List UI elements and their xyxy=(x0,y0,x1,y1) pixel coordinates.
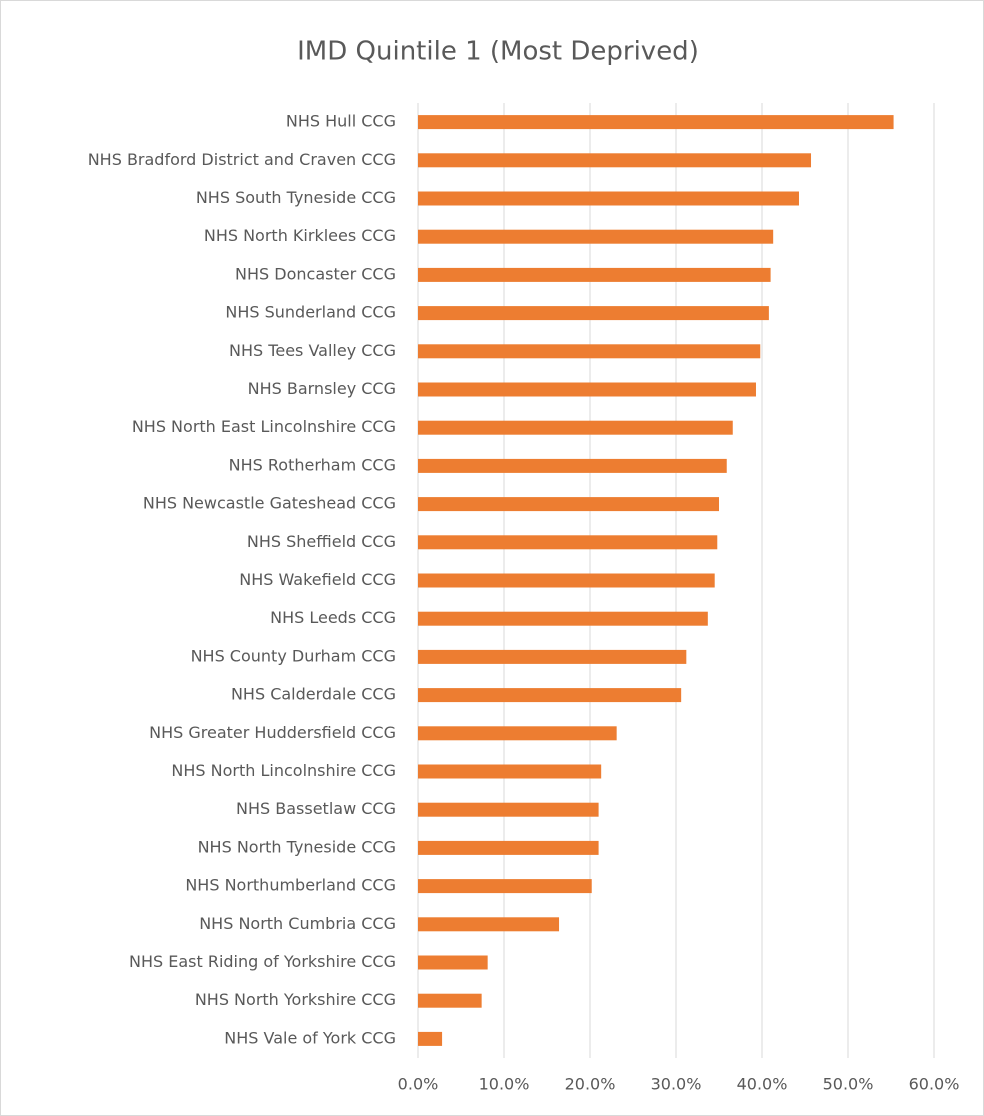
bar xyxy=(418,764,602,779)
x-tick-label: 60.0% xyxy=(909,1075,960,1094)
y-tick-label: NHS Tees Valley CCG xyxy=(229,341,396,360)
bar xyxy=(418,802,599,817)
chart-title: IMD Quintile 1 (Most Deprived) xyxy=(297,37,699,67)
x-tick-label: 30.0% xyxy=(651,1075,702,1094)
y-tick-label: NHS Hull CCG xyxy=(286,112,396,131)
bar xyxy=(418,688,682,703)
y-tick-label: NHS North Lincolnshire CCG xyxy=(171,761,396,780)
y-tick-label: NHS North Yorkshire CCG xyxy=(195,990,396,1009)
bar xyxy=(418,420,733,435)
y-tick-label: NHS North East Lincolnshire CCG xyxy=(132,417,396,436)
y-tick-label: NHS County Durham CCG xyxy=(191,646,396,665)
y-tick-label: NHS East Riding of Yorkshire CCG xyxy=(129,952,396,971)
y-tick-label: NHS Leeds CCG xyxy=(270,608,396,627)
bar xyxy=(418,115,894,130)
bar xyxy=(418,993,482,1008)
y-tick-label: NHS Barnsley CCG xyxy=(248,379,396,398)
y-tick-label: NHS Vale of York CCG xyxy=(224,1028,396,1047)
y-tick-label: NHS Sheffield CCG xyxy=(247,532,396,551)
bar xyxy=(418,344,761,359)
y-tick-label: NHS Northumberland CCG xyxy=(185,876,396,895)
y-tick-label: NHS Wakefield CCG xyxy=(239,570,396,589)
x-tick-label: 10.0% xyxy=(479,1075,530,1094)
bar xyxy=(418,458,727,473)
bar xyxy=(418,649,687,664)
bar xyxy=(418,955,488,970)
y-tick-label: NHS North Cumbria CCG xyxy=(199,914,396,933)
bar xyxy=(418,535,718,550)
x-tick-label: 0.0% xyxy=(398,1075,439,1094)
y-tick-label: NHS Newcastle Gateshead CCG xyxy=(143,494,396,513)
y-tick-label: NHS Rotherham CCG xyxy=(229,455,396,474)
x-tick-label: 50.0% xyxy=(823,1075,874,1094)
bar xyxy=(418,1031,443,1046)
y-tick-label: NHS Bradford District and Craven CCG xyxy=(88,150,396,169)
y-tick-label: NHS Greater Huddersfield CCG xyxy=(149,723,396,742)
bar xyxy=(418,229,774,244)
x-tick-label: 20.0% xyxy=(565,1075,616,1094)
y-tick-label: NHS North Kirklees CCG xyxy=(204,226,396,245)
y-tick-label: NHS South Tyneside CCG xyxy=(196,188,396,207)
bar xyxy=(418,879,592,894)
y-tick-label: NHS Bassetlaw CCG xyxy=(236,799,396,818)
bar xyxy=(418,153,812,168)
y-tick-label: NHS Doncaster CCG xyxy=(235,264,396,283)
y-tick-label: NHS Sunderland CCG xyxy=(225,303,396,322)
x-tick-label: 40.0% xyxy=(737,1075,788,1094)
bar xyxy=(418,573,715,588)
bar xyxy=(418,497,719,512)
bar xyxy=(418,306,769,321)
bar xyxy=(418,382,756,397)
bar xyxy=(418,267,771,282)
y-tick-label: NHS North Tyneside CCG xyxy=(198,837,396,856)
bar xyxy=(418,917,560,932)
bar xyxy=(418,191,799,206)
bar xyxy=(418,611,708,626)
bar xyxy=(418,840,599,855)
y-tick-label: NHS Calderdale CCG xyxy=(231,685,396,704)
bar xyxy=(418,726,617,741)
